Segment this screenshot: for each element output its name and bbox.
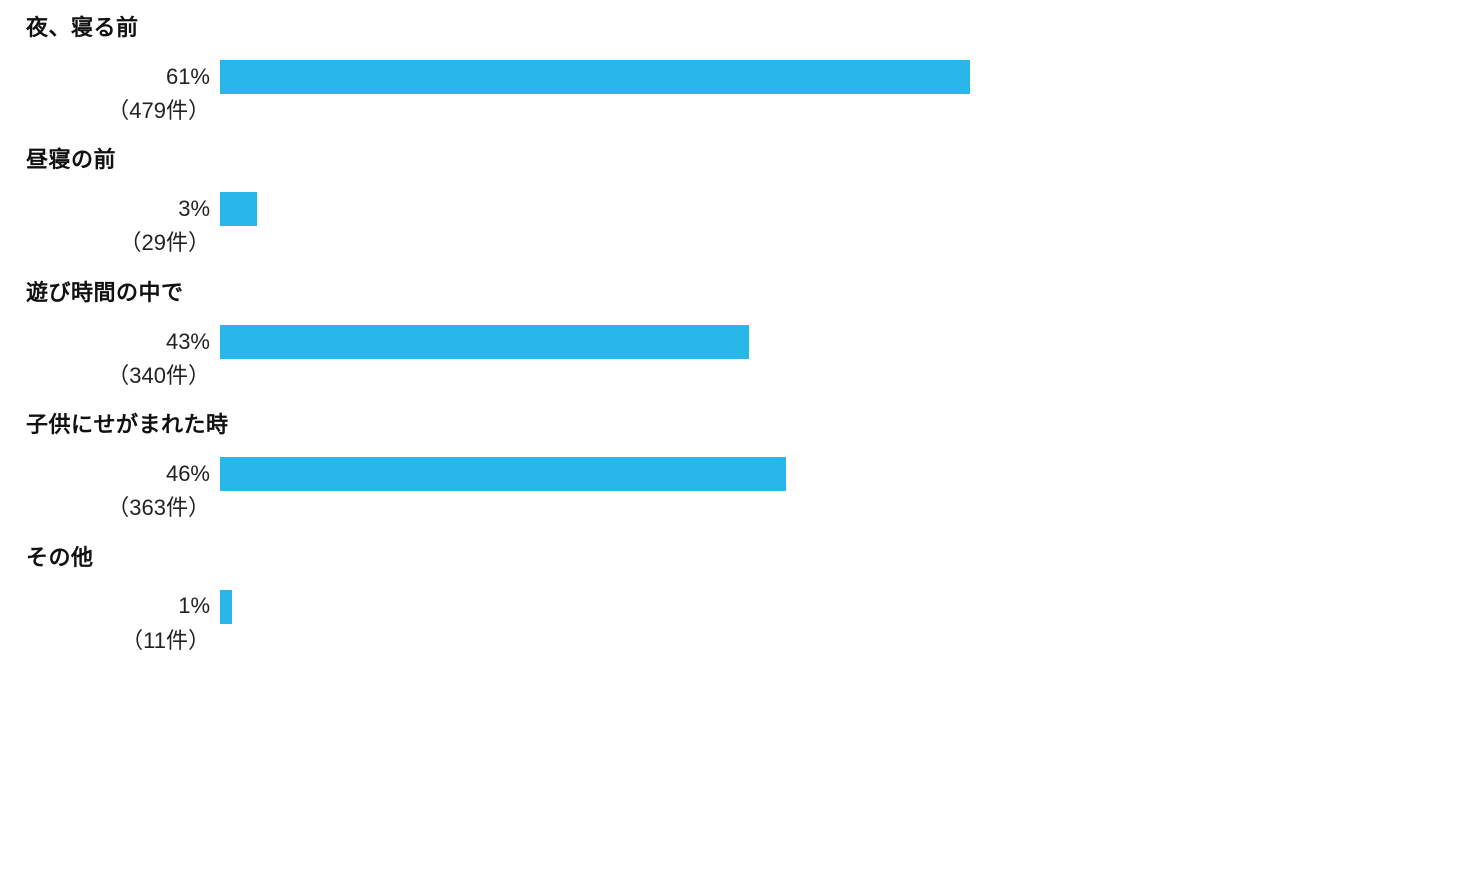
count-label: （479件） bbox=[20, 98, 220, 124]
bar bbox=[220, 457, 786, 491]
bar-track bbox=[220, 457, 1450, 491]
chart-row: 夜、寝る前 61% （479件） bbox=[20, 10, 1455, 124]
count-label: （363件） bbox=[20, 495, 220, 521]
count-line: （11件） bbox=[20, 628, 1455, 654]
count-line: （29件） bbox=[20, 230, 1455, 256]
bar bbox=[220, 60, 970, 94]
count-line: （363件） bbox=[20, 495, 1455, 521]
percent-label: 43% bbox=[20, 329, 220, 355]
bar-line: 46% bbox=[20, 457, 1455, 491]
chart-row: 子供にせがまれた時 46% （363件） bbox=[20, 407, 1455, 521]
count-label: （11件） bbox=[20, 628, 220, 654]
bar-line: 43% bbox=[20, 325, 1455, 359]
bar-line: 3% bbox=[20, 192, 1455, 226]
category-label: その他 bbox=[26, 540, 1455, 572]
survey-bar-chart: 夜、寝る前 61% （479件） 昼寝の前 3% （29件） 遊び時間の中で 4… bbox=[0, 0, 1475, 873]
chart-row: その他 1% （11件） bbox=[20, 540, 1455, 654]
count-label: （340件） bbox=[20, 363, 220, 389]
bar bbox=[220, 325, 749, 359]
percent-label: 1% bbox=[20, 593, 220, 619]
bar-line: 61% bbox=[20, 60, 1455, 94]
bar-line: 1% bbox=[20, 590, 1455, 624]
chart-row: 遊び時間の中で 43% （340件） bbox=[20, 275, 1455, 389]
category-label: 遊び時間の中で bbox=[26, 275, 1455, 307]
bar bbox=[220, 192, 257, 226]
count-line: （479件） bbox=[20, 98, 1455, 124]
count-line: （340件） bbox=[20, 363, 1455, 389]
bar-track bbox=[220, 60, 1450, 94]
count-label: （29件） bbox=[20, 230, 220, 256]
bar-track bbox=[220, 192, 1450, 226]
bar-track bbox=[220, 325, 1450, 359]
category-label: 昼寝の前 bbox=[26, 142, 1455, 174]
bar bbox=[220, 590, 232, 624]
category-label: 夜、寝る前 bbox=[26, 10, 1455, 42]
category-label: 子供にせがまれた時 bbox=[26, 407, 1455, 439]
percent-label: 3% bbox=[20, 196, 220, 222]
bar-track bbox=[220, 590, 1450, 624]
chart-row: 昼寝の前 3% （29件） bbox=[20, 142, 1455, 256]
percent-label: 61% bbox=[20, 64, 220, 90]
percent-label: 46% bbox=[20, 461, 220, 487]
